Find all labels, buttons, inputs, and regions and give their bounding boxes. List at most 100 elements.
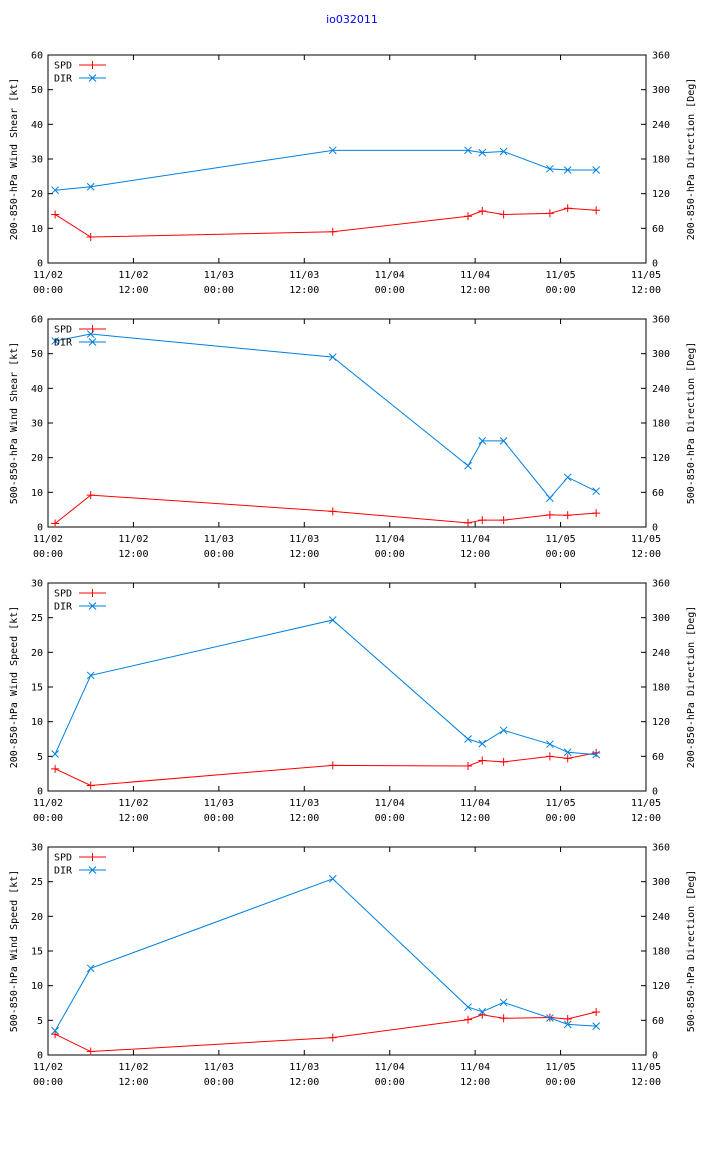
- y2-tick-label: 360: [652, 843, 670, 854]
- x-tick-label-date: 11/05: [631, 798, 661, 809]
- x-tick-label-time: 00:00: [546, 285, 576, 296]
- dir-point: [563, 1020, 572, 1029]
- dir-point: [546, 164, 554, 173]
- spd-point: [563, 204, 572, 213]
- y-axis-label: 500-850-hPa Wind Shear [kt]: [9, 342, 20, 505]
- dir-point: [546, 1014, 554, 1022]
- y-tick-label: 5: [37, 752, 43, 763]
- spd-line: [54, 1011, 597, 1053]
- x-tick-label-date: 11/04: [375, 534, 405, 545]
- spd-point: [592, 206, 601, 215]
- chart-panel-3: 05101520253006012018024030036011/0200:00…: [9, 579, 697, 825]
- dir-point: [499, 437, 508, 445]
- dir-point: [51, 1026, 59, 1035]
- x-tick-label-date: 11/02: [118, 1062, 148, 1073]
- x-tick-label-date: 11/03: [204, 798, 234, 809]
- y2-axis-label: 500-850-hPa Direction [Deg]: [686, 870, 697, 1033]
- x-tick-label-time: 12:00: [631, 813, 661, 824]
- legend-spd-label: SPD: [54, 853, 72, 864]
- dir-point: [478, 437, 487, 445]
- x-tick-label-time: 00:00: [546, 549, 576, 560]
- x-tick-label-date: 11/05: [631, 534, 661, 545]
- y2-tick-label: 240: [652, 648, 670, 659]
- x-tick-label-time: 00:00: [375, 813, 405, 824]
- y-tick-label: 0: [37, 259, 43, 270]
- x-tick-label-time: 12:00: [460, 1077, 490, 1088]
- legend-dir-label: DIR: [54, 338, 73, 349]
- y-tick-label: 30: [31, 843, 43, 854]
- spd-point: [563, 1014, 572, 1023]
- y-tick-label: 20: [31, 189, 43, 200]
- plot-frame: [47, 318, 647, 528]
- y2-tick-label: 300: [652, 349, 670, 360]
- x-tick-label-time: 12:00: [118, 1077, 148, 1088]
- spd-point: [545, 510, 554, 519]
- legend-spd-label: SPD: [54, 325, 72, 336]
- spd-point: [464, 762, 473, 771]
- y-tick-label: 30: [31, 155, 43, 166]
- dir-point: [499, 998, 508, 1007]
- spd-point: [328, 507, 337, 516]
- x-tick-label-time: 00:00: [33, 549, 63, 560]
- y2-axis-label: 500-850-hPa Direction [Deg]: [686, 342, 697, 505]
- y2-tick-label: 120: [652, 189, 670, 200]
- x-tick-label-time: 00:00: [33, 285, 63, 296]
- spd-point: [545, 209, 554, 218]
- y2-tick-label: 0: [652, 1051, 658, 1062]
- x-tick-label-time: 00:00: [375, 285, 405, 296]
- y2-tick-label: 60: [652, 752, 664, 763]
- y2-tick-label: 120: [652, 453, 670, 464]
- y-tick-label: 5: [37, 1016, 43, 1027]
- dir-point: [86, 330, 95, 338]
- spd-point: [51, 764, 60, 773]
- y2-tick-label: 240: [652, 912, 670, 923]
- legend-dir-label: DIR: [54, 866, 73, 877]
- dir-point: [478, 148, 487, 157]
- y-tick-label: 60: [31, 315, 43, 326]
- legend-spd-label: SPD: [54, 589, 72, 600]
- y-tick-label: 20: [31, 912, 43, 923]
- x-tick-label-date: 11/03: [289, 534, 319, 545]
- x-tick-label-time: 12:00: [289, 1077, 319, 1088]
- x-tick-label-time: 12:00: [631, 1077, 661, 1088]
- page-title: io032011: [326, 13, 378, 26]
- x-tick-label-date: 11/05: [546, 534, 576, 545]
- y-tick-label: 50: [31, 349, 43, 360]
- y2-axis-label: 200-850-hPa Direction [Deg]: [686, 78, 697, 241]
- spd-point: [499, 1014, 508, 1023]
- x-tick-label-time: 12:00: [118, 549, 148, 560]
- x-tick-label-time: 12:00: [460, 549, 490, 560]
- y-axis-label: 200-850-hPa Wind Shear [kt]: [9, 78, 20, 241]
- y-tick-label: 30: [31, 419, 43, 430]
- spd-point: [86, 491, 95, 500]
- y2-tick-label: 180: [652, 683, 670, 694]
- x-tick-label-date: 11/04: [375, 1062, 405, 1073]
- chart-panel-1: 0 10 20 30 40 50 60 0 60 120 180 240 300 360 11/02 00:0…: [9, 51, 697, 297]
- dir-point: [592, 487, 601, 496]
- spd-point: [88, 853, 97, 861]
- y2-tick-label: 120: [652, 717, 670, 728]
- x-tick-label-date: 11/03: [204, 1062, 234, 1073]
- spd-point: [545, 752, 554, 761]
- spd-point: [88, 325, 97, 333]
- y-tick-label: 10: [31, 224, 43, 235]
- x-tick-label-date: 11/05: [546, 270, 576, 281]
- x-tick-label-time: 00:00: [204, 813, 234, 824]
- y2-tick-label: 360: [652, 51, 670, 62]
- x-tick-label-time: 00:00: [375, 1077, 405, 1088]
- dir-point: [499, 147, 508, 156]
- x-tick-label-date: 11/04: [375, 798, 405, 809]
- dir-point: [51, 186, 59, 195]
- y2-tick-label: 0: [652, 787, 658, 798]
- spd-point: [51, 519, 60, 528]
- spd-point: [499, 210, 508, 219]
- x-tick-label-date: 11/03: [204, 534, 234, 545]
- dir-point: [592, 750, 601, 759]
- y-tick-label: 25: [31, 877, 43, 888]
- spd-point: [88, 61, 97, 69]
- y-tick-label: 20: [31, 648, 43, 659]
- spd-point: [592, 1008, 601, 1017]
- x-tick-label-date: 11/02: [33, 270, 63, 281]
- spd-point: [328, 227, 337, 236]
- y2-axis-label: 200-850-hPa Direction [Deg]: [686, 606, 697, 769]
